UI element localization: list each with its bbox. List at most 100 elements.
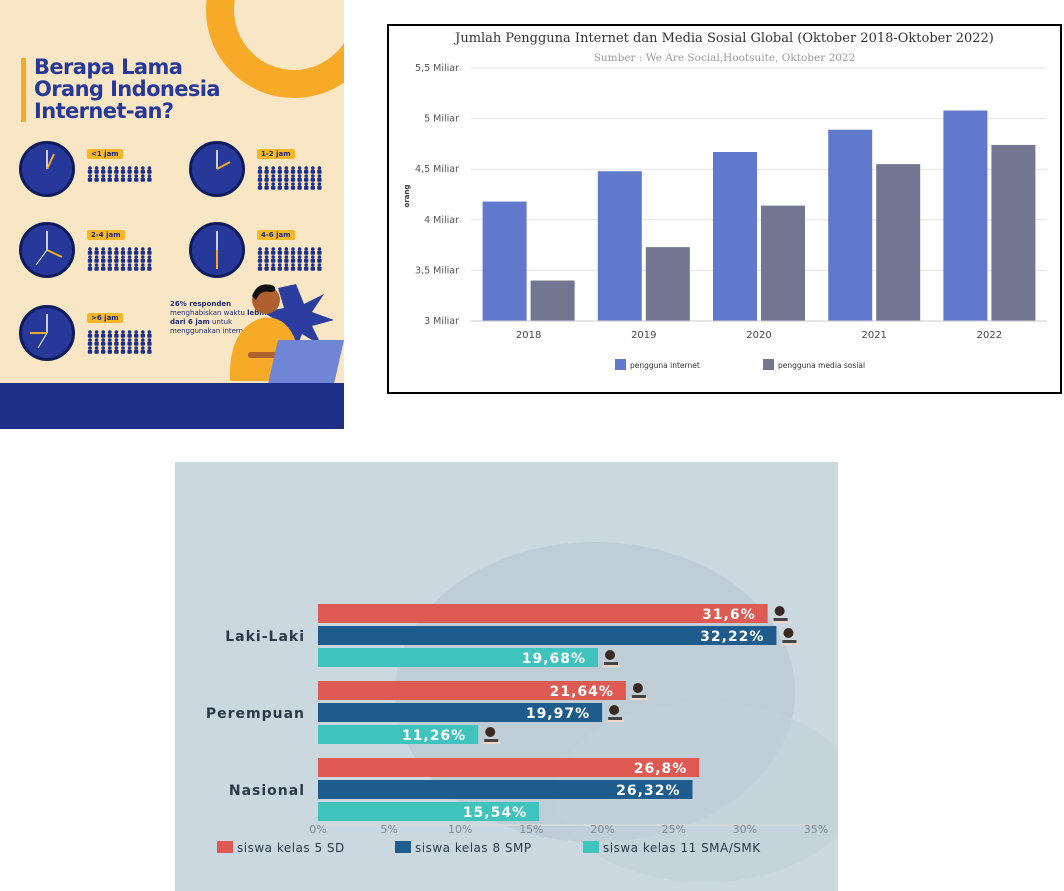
bar-Perempuan-1 bbox=[318, 703, 603, 722]
bar-Nasional-1 bbox=[318, 780, 693, 799]
legend-label: siswa kelas 5 SD bbox=[237, 841, 345, 855]
y-tick-label: 3,5 Miliar bbox=[415, 265, 459, 276]
value-label: 11,26% bbox=[402, 728, 466, 744]
student-icon bbox=[780, 628, 799, 645]
people-icons bbox=[87, 166, 152, 182]
title-line: Internet-an? bbox=[34, 99, 174, 123]
x-tick-label: 2020 bbox=[746, 330, 771, 341]
duration-tag: 4-6 jam bbox=[257, 230, 295, 240]
x-tick-label: 2021 bbox=[861, 330, 886, 341]
clock-icon bbox=[189, 141, 245, 197]
people-icons bbox=[87, 247, 152, 271]
x-tick-label: 5% bbox=[380, 823, 397, 836]
bar-Nasional-2 bbox=[318, 802, 540, 821]
people-icons bbox=[87, 330, 152, 354]
legend-swatch bbox=[583, 841, 599, 853]
chart-subtitle: Sumber : We Are Social,Hootsuite, Oktobe… bbox=[593, 52, 856, 64]
x-tick-label: 20% bbox=[590, 823, 614, 836]
duration-tag: <1 jam bbox=[87, 149, 123, 159]
students-chart: Laki-Laki 31,6% 32,22% 19,68% Perempuan 21,64… bbox=[175, 462, 838, 891]
x-tick-label: 35% bbox=[804, 823, 828, 836]
legend-swatch bbox=[763, 359, 774, 370]
bar-Laki-Laki-1 bbox=[318, 626, 777, 645]
category-label: Perempuan bbox=[206, 706, 305, 722]
people-icons bbox=[257, 247, 322, 271]
clock-icon bbox=[19, 141, 75, 197]
value-label: 19,97% bbox=[526, 706, 590, 722]
bar-Laki-Laki-0 bbox=[318, 604, 768, 623]
y-tick-label: 4 Miliar bbox=[424, 215, 459, 226]
legend-label: pengguna media sosial bbox=[778, 361, 865, 370]
note-highlight: lebih dari 6 jam bbox=[170, 309, 267, 326]
duration-tag: 2-4 jam bbox=[87, 230, 125, 240]
y-axis-label: orang bbox=[403, 185, 411, 208]
duration-tag: >6 jam bbox=[87, 313, 123, 323]
x-tick-label: 2022 bbox=[977, 330, 1002, 341]
value-label: 31,6% bbox=[702, 607, 756, 623]
bar-pengguna-internet-2019 bbox=[597, 171, 642, 321]
x-tick-label: 2018 bbox=[516, 330, 541, 341]
clock-icon bbox=[189, 222, 245, 278]
category-label: Nasional bbox=[229, 783, 305, 799]
survey-note: 26% responden menghabiskan waktu lebih da… bbox=[170, 300, 270, 336]
legend-swatch bbox=[217, 841, 233, 853]
bar-Perempuan-0 bbox=[318, 681, 626, 700]
legend-swatch bbox=[615, 359, 626, 370]
y-tick-label: 4,5 Miliar bbox=[415, 164, 459, 175]
student-icon bbox=[482, 727, 501, 744]
title-line: Orang Indonesia bbox=[34, 77, 221, 101]
legend-swatch bbox=[395, 841, 411, 853]
category-label: Laki-Laki bbox=[225, 629, 305, 645]
note-highlight: 26% responden bbox=[170, 300, 232, 308]
bar-pengguna-media-sosial-2019 bbox=[645, 247, 690, 321]
y-tick-label: 5 Miliar bbox=[424, 114, 459, 125]
legend-label: pengguna internet bbox=[630, 361, 700, 370]
x-tick-label: 2019 bbox=[631, 330, 656, 341]
value-label: 32,22% bbox=[700, 629, 764, 645]
students-chart-plot: Laki-Laki 31,6% 32,22% 19,68% Perempuan 21,64… bbox=[206, 542, 838, 882]
value-label: 26,32% bbox=[616, 783, 680, 799]
x-tick-label: 30% bbox=[733, 823, 757, 836]
duration-tag: 1-2 jam bbox=[257, 149, 295, 159]
people-icons bbox=[257, 166, 322, 190]
x-tick-label: 0% bbox=[309, 823, 326, 836]
global-users-chart: Jumlah Pengguna Internet dan Media Sosia… bbox=[387, 24, 1062, 394]
value-label: 19,68% bbox=[522, 651, 586, 667]
note-text: untuk menggunakan internet bbox=[170, 318, 251, 335]
x-tick-label: 25% bbox=[661, 823, 685, 836]
y-tick-label: 5,5 Miliar bbox=[415, 63, 459, 74]
student-icon bbox=[629, 683, 648, 700]
infographic-panel: Berapa Lama Orang Indonesia Internet-an?… bbox=[0, 0, 344, 429]
bar-pengguna-media-sosial-2020 bbox=[761, 205, 805, 321]
bar-pengguna-internet-2022 bbox=[943, 110, 988, 321]
clock-icon bbox=[19, 222, 75, 278]
bar-pengguna-internet-2018 bbox=[482, 201, 527, 321]
bar-pengguna-media-sosial-2018 bbox=[530, 280, 575, 321]
legend-label: siswa kelas 11 SMA/SMK bbox=[603, 841, 761, 855]
x-tick-label: 10% bbox=[448, 823, 472, 836]
infographic-title: Berapa Lama Orang Indonesia Internet-an? bbox=[34, 56, 274, 122]
bar-pengguna-internet-2021 bbox=[828, 129, 873, 321]
note-text: menghabiskan waktu bbox=[170, 309, 248, 317]
title-accent-bar bbox=[21, 58, 26, 122]
student-icon bbox=[771, 606, 790, 623]
legend-label: siswa kelas 8 SMP bbox=[415, 841, 532, 855]
bar-Nasional-0 bbox=[318, 758, 700, 777]
chart-title: Jumlah Pengguna Internet dan Media Sosia… bbox=[455, 31, 994, 46]
clock-icon bbox=[19, 305, 75, 361]
bar-Laki-Laki-2 bbox=[318, 648, 599, 667]
x-tick-label: 15% bbox=[519, 823, 543, 836]
bar-pengguna-media-sosial-2022 bbox=[991, 144, 1036, 321]
person-with-laptop-illustration bbox=[229, 284, 344, 384]
student-icon bbox=[606, 705, 625, 722]
footer-band bbox=[0, 383, 344, 429]
student-icon bbox=[602, 650, 621, 667]
value-label: 15,54% bbox=[463, 805, 527, 821]
bar-pengguna-internet-2020 bbox=[713, 151, 757, 321]
title-line: Berapa Lama bbox=[34, 55, 183, 79]
y-tick-label: 3 Miliar bbox=[424, 316, 459, 327]
bar-Perempuan-2 bbox=[318, 725, 479, 744]
global-chart-plot: 3 Miliar 3,5 Miliar 4 Miliar 4,5 Miliar 5 Mi… bbox=[403, 63, 1047, 370]
bar-pengguna-media-sosial-2021 bbox=[876, 164, 921, 321]
value-label: 21,64% bbox=[550, 684, 614, 700]
